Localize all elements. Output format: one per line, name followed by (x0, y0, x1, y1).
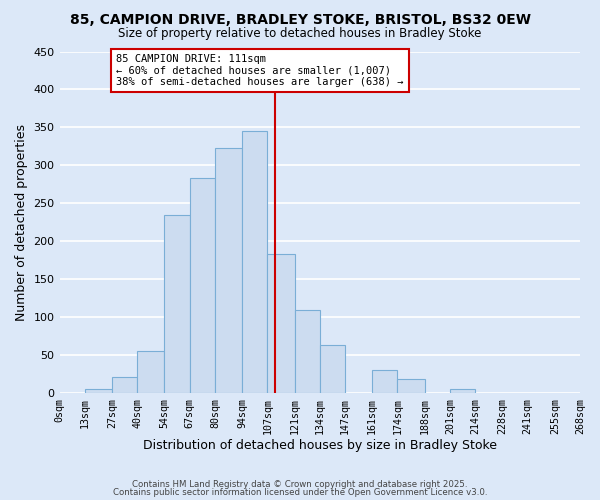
Bar (295, 310, 320, 393)
Y-axis label: Number of detached properties: Number of detached properties (15, 124, 28, 321)
Bar (137, 350, 164, 393)
Text: Contains public sector information licensed under the Open Government Licence v3: Contains public sector information licen… (113, 488, 487, 497)
Bar (164, 216, 190, 393)
Bar (112, 377, 137, 393)
Text: Size of property relative to detached houses in Bradley Stoke: Size of property relative to detached ho… (118, 28, 482, 40)
Bar (190, 178, 215, 393)
Bar (242, 131, 268, 393)
X-axis label: Distribution of detached houses by size in Bradley Stoke: Distribution of detached houses by size … (143, 440, 497, 452)
Text: Contains HM Land Registry data © Crown copyright and database right 2025.: Contains HM Land Registry data © Crown c… (132, 480, 468, 489)
Text: 85, CAMPION DRIVE, BRADLEY STOKE, BRISTOL, BS32 0EW: 85, CAMPION DRIVE, BRADLEY STOKE, BRISTO… (70, 12, 530, 26)
Bar (397, 380, 425, 393)
Bar (320, 346, 345, 393)
Bar (215, 148, 242, 393)
Text: 85 CAMPION DRIVE: 111sqm
← 60% of detached houses are smaller (1,007)
38% of sem: 85 CAMPION DRIVE: 111sqm ← 60% of detach… (116, 54, 403, 87)
Bar (372, 370, 397, 393)
Bar (450, 388, 475, 393)
Bar (268, 254, 295, 393)
Bar (85, 388, 112, 393)
